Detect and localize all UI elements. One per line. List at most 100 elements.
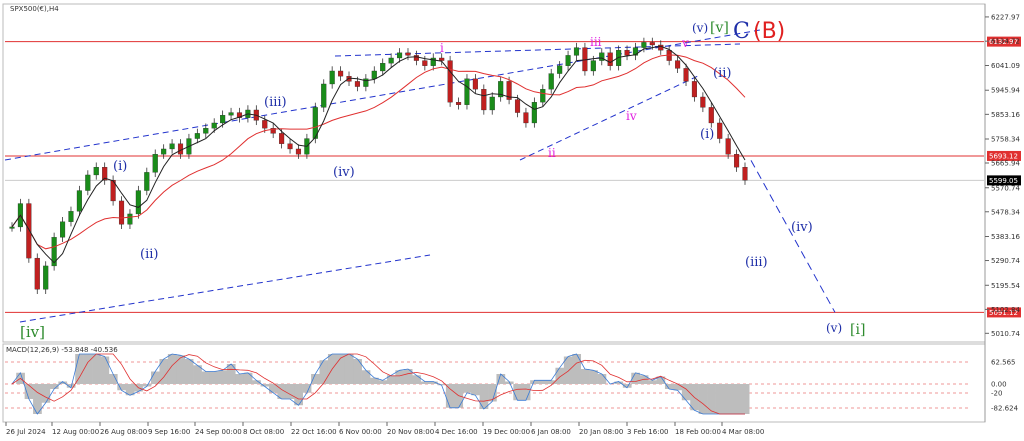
x-tick-label: 20 Nov 08:00 (387, 428, 434, 436)
candle-body (658, 44, 664, 51)
macd-histogram-bar (698, 384, 708, 414)
y-tick-label: 6134.72 (991, 38, 1020, 46)
candle-body (34, 257, 40, 290)
macd-histogram-bar (555, 367, 565, 384)
macd-histogram-bar (538, 380, 548, 384)
candle-body (371, 70, 377, 79)
macd-histogram-bar (100, 356, 110, 384)
macd-histogram-bar (108, 374, 118, 384)
candle-body (194, 133, 200, 139)
macd-histogram-bar (429, 381, 438, 384)
candle-body (540, 89, 546, 103)
x-tick-label: 12 Aug 00:00 (52, 428, 99, 436)
macd-histogram-bar (715, 384, 725, 414)
candle-body (262, 120, 268, 129)
chart-title: SPX500(€),H4 (10, 5, 59, 13)
candle-body (632, 47, 639, 56)
macd-histogram-bar (462, 384, 472, 393)
macd-histogram-bar (614, 381, 624, 384)
macd-histogram-bar (622, 384, 632, 388)
candle-body (152, 154, 158, 173)
macd-histogram-bar (252, 380, 261, 384)
x-tick-label: 20 Jan 08:00 (579, 428, 623, 436)
candle-body (127, 213, 133, 225)
macd-histogram-bar (656, 376, 666, 384)
candle-body (557, 65, 563, 74)
wave-label: (v) (692, 21, 708, 35)
price-tag-label: 5693.12 (989, 152, 1018, 160)
candle-body (169, 143, 175, 150)
macd-histogram-bar (681, 384, 691, 401)
candle-body (9, 226, 15, 229)
moving-averages (11, 45, 746, 264)
x-tick-label: 24 Sep 00:00 (195, 428, 242, 436)
candle-body (700, 96, 706, 108)
y-tick-label: 5853.16 (991, 111, 1020, 119)
candle-body (506, 81, 512, 100)
x-tick-label: 3 Feb 16:00 (627, 428, 668, 436)
macd-plot-frame (2, 343, 986, 423)
x-tick-label: 26 Jul 2024 (6, 428, 46, 436)
price-tag (987, 36, 1021, 47)
macd-histogram-bar (125, 384, 135, 396)
candle-body (43, 265, 49, 290)
wave-label: [iv] (20, 323, 45, 341)
candle-body (388, 57, 394, 64)
candle-body (624, 50, 630, 56)
candle-body (203, 128, 209, 134)
fast-moving-average (11, 45, 746, 264)
macd-histogram-bar (353, 359, 362, 384)
wave-label: (i) (700, 127, 714, 142)
macd-tick-label: -82.624 (991, 405, 1019, 413)
candle-body (649, 42, 655, 46)
y-tick-label: 5665.94 (991, 160, 1020, 168)
macd-histogram-bar (184, 359, 194, 384)
wave-label: [v] (710, 20, 729, 36)
candle-body (616, 50, 622, 66)
candle-body (405, 52, 411, 56)
macd-histogram-bar (547, 380, 556, 384)
y-tick-label: 6227.97 (991, 13, 1020, 21)
candle-body (144, 172, 150, 191)
wave-label: C (733, 19, 750, 44)
x-tick-label: 26 Aug 08:00 (100, 428, 147, 436)
candle-body (708, 107, 714, 124)
macd-histogram-bar (648, 380, 657, 384)
candle-body (287, 143, 293, 150)
wave-label: ii (548, 146, 556, 160)
wave-label: (iii) (264, 95, 287, 110)
y-tick-label: 5195.54 (991, 282, 1020, 290)
macd-histogram-bar (92, 354, 101, 384)
macd-histogram-bar (243, 372, 253, 384)
y-axis-ticks: 6227.97 6134.72 6041.09 5945.94 5853.16 5758.… (985, 13, 1020, 338)
candle-body (489, 96, 495, 111)
candle-body (211, 122, 217, 129)
candle-body (565, 55, 571, 66)
candle-body (590, 60, 596, 72)
macd-tick-label: 0.00 (991, 381, 1007, 389)
macd-histogram-bar (732, 384, 742, 414)
price-tag (987, 150, 1021, 161)
macd-histogram-bar (201, 371, 211, 384)
price-tag (987, 175, 1021, 186)
macd-histogram-bar (572, 354, 582, 384)
y-tick-label: 5290.74 (991, 257, 1020, 265)
trend-channels (4, 29, 761, 323)
x-tick-label: 18 Feb 00:00 (675, 428, 721, 436)
macd-histogram-bar (530, 380, 539, 384)
macd-histogram-bar (488, 384, 497, 402)
macd-histogram-bar (403, 369, 413, 384)
macd-histogram-bar (58, 381, 68, 384)
macd-histogram-bar (41, 384, 51, 403)
price-tag-label: 6132.97 (989, 38, 1018, 46)
candle-body (228, 112, 234, 116)
macd-histogram-bar (580, 369, 590, 384)
wave-label: v (681, 36, 689, 50)
y-tick-label: 5945.94 (991, 87, 1020, 95)
candle-body (422, 60, 428, 66)
candle-body (135, 190, 141, 215)
macd-histogram-bar (361, 370, 371, 384)
macd-histogram-bar (437, 384, 447, 386)
x-tick-label: 4 Mar 08:00 (722, 428, 764, 436)
x-axis-ticks: 26 Jul 2024 12 Aug 00:00 26 Aug 08:00 9 Sep… (5, 422, 764, 436)
